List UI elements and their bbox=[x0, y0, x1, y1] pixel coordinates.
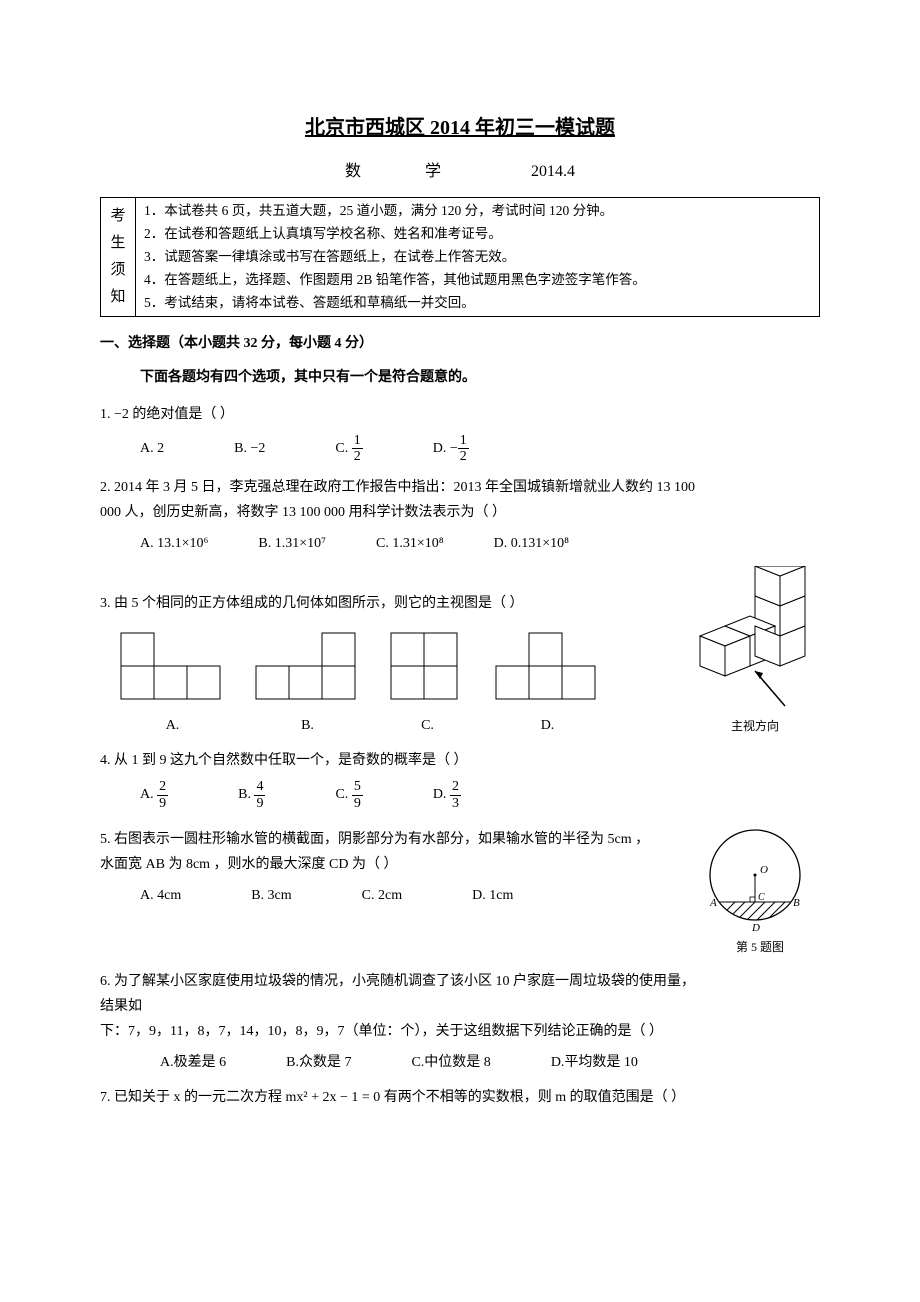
svg-text:A: A bbox=[709, 897, 717, 909]
q1-text: 1. −2 的绝对值是（ ） bbox=[100, 402, 820, 427]
cube-3d-svg bbox=[690, 566, 820, 716]
q2-opt-b: B. 1.31×10⁷ bbox=[258, 531, 326, 556]
q6: 6. 为了解某小区家庭使用垃圾袋的情况，小亮随机调查了该小区 10 户家庭一周垃… bbox=[100, 969, 820, 1076]
q3-view-label: 主视方向 bbox=[731, 716, 779, 738]
q7-text: 7. 已知关于 x 的一元二次方程 mx² + 2x − 1 = 0 有两个不相… bbox=[100, 1085, 820, 1110]
section-header: 一、选择题（本小题共 32 分，每小题 4 分） bbox=[100, 331, 820, 356]
notice-item-3: 3．试题答案一律填涂或书写在答题纸上，在试卷上作答无效。 bbox=[144, 246, 646, 269]
shape-c-svg bbox=[390, 632, 465, 707]
q1-opt-a: A. 2 bbox=[140, 436, 164, 461]
q4-opt-b: B. 49 bbox=[238, 779, 265, 811]
q6-line2: 结果如 bbox=[100, 994, 820, 1019]
notice-box: 考 生 须 知 1．本试卷共 6 页，共五道大题，25 道小题，满分 120 分… bbox=[100, 197, 820, 318]
q4-text: 4. 从 1 到 9 这九个自然数中任取一个，是奇数的概率是（ ） bbox=[100, 748, 820, 773]
q6-opt-c: C.中位数是 8 bbox=[411, 1050, 490, 1075]
q2-opt-c: C. 1.31×10⁸ bbox=[376, 531, 444, 556]
notice-content: 1．本试卷共 6 页，共五道大题，25 道小题，满分 120 分，考试时间 12… bbox=[136, 198, 654, 317]
q5-opt-c: C. 2cm bbox=[362, 883, 402, 908]
notice-label-1: 生 bbox=[110, 230, 125, 257]
q3-3d-figure: 主视方向 bbox=[690, 566, 820, 738]
q3-label-a: A. bbox=[166, 713, 180, 738]
q2: 2. 2014 年 3 月 5 日，李克强总理在政府工作报告中指出：2013 年… bbox=[100, 475, 820, 557]
q6-line3: 下：7，9，11，8，7，14，10，8，9，7（单位：个），关于这组数据下列结… bbox=[100, 1019, 820, 1044]
shape-d-svg bbox=[495, 632, 600, 707]
q5-figure: O C A B D 第 5 题图 bbox=[700, 827, 820, 959]
q4-opt-a: A. 29 bbox=[140, 779, 168, 811]
q5-circle-svg: O C A B D bbox=[700, 827, 810, 937]
q6-opt-a: A.极差是 6 bbox=[160, 1050, 226, 1075]
q2-line1: 2. 2014 年 3 月 5 日，李克强总理在政府工作报告中指出：2013 年… bbox=[100, 475, 820, 500]
q3-label-b: B. bbox=[301, 713, 314, 738]
date: 2014.4 bbox=[531, 163, 575, 180]
subtitle: 数 学 2014.4 bbox=[100, 158, 820, 187]
shape-a-svg bbox=[120, 632, 225, 707]
q5-fig-label: 第 5 题图 bbox=[700, 937, 820, 959]
q5-line2: 水面宽 AB 为 8cm ，则水的最大深度 CD 为（ ） bbox=[100, 852, 690, 877]
q3: 3. 由 5 个相同的正方体组成的几何体如图所示，则它的主视图是（ ） A. bbox=[100, 566, 820, 738]
q2-opt-a: A. 13.1×10⁶ bbox=[140, 531, 208, 556]
q3-shape-a: A. bbox=[120, 632, 225, 738]
q3-label-c: C. bbox=[421, 713, 434, 738]
q3-label-d: D. bbox=[541, 713, 555, 738]
q4-opt-c: C. 59 bbox=[335, 779, 362, 811]
q5-line1: 5. 右图表示一圆柱形输水管的横截面，阴影部分为有水部分，如果输水管的半径为 5… bbox=[100, 827, 690, 852]
q1: 1. −2 的绝对值是（ ） A. 2 B. −2 C. 12 D. −12 bbox=[100, 402, 820, 465]
q2-opt-d: D. 0.131×10⁸ bbox=[494, 531, 569, 556]
q2-line2: 000 人，创历史新高，将数字 13 100 000 用科学计数法表示为（ ） bbox=[100, 500, 820, 525]
notice-label-2: 须 bbox=[110, 257, 125, 284]
page-title: 北京市西城区 2014 年初三一模试题 bbox=[100, 110, 820, 146]
q3-text: 3. 由 5 个相同的正方体组成的几何体如图所示，则它的主视图是（ ） bbox=[100, 591, 672, 616]
svg-text:B: B bbox=[793, 897, 800, 909]
q5-opt-d: D. 1cm bbox=[472, 883, 513, 908]
q5-opt-a: A. 4cm bbox=[140, 883, 181, 908]
q1-opt-d: D. −12 bbox=[433, 433, 469, 465]
q4-opt-d: D. 23 bbox=[433, 779, 461, 811]
subject: 数 学 bbox=[345, 163, 471, 180]
q7: 7. 已知关于 x 的一元二次方程 mx² + 2x − 1 = 0 有两个不相… bbox=[100, 1085, 820, 1110]
q3-shape-b: B. bbox=[255, 632, 360, 738]
q6-opt-d: D.平均数是 10 bbox=[551, 1050, 638, 1075]
q1-opt-c: C. 12 bbox=[335, 433, 362, 465]
notice-item-2: 2．在试卷和答题纸上认真填写学校名称、姓名和准考证号。 bbox=[144, 223, 646, 246]
q6-line1: 6. 为了解某小区家庭使用垃圾袋的情况，小亮随机调查了该小区 10 户家庭一周垃… bbox=[100, 969, 820, 994]
q6-opt-b: B.众数是 7 bbox=[286, 1050, 351, 1075]
notice-label: 考 生 须 知 bbox=[101, 198, 136, 317]
notice-item-5: 5．考试结束，请将本试卷、答题纸和草稿纸一并交回。 bbox=[144, 292, 646, 315]
notice-label-3: 知 bbox=[110, 284, 125, 311]
section-sub: 下面各题均有四个选项，其中只有一个是符合题意的。 bbox=[140, 365, 820, 390]
shape-b-svg bbox=[255, 632, 360, 707]
q3-shape-d: D. bbox=[495, 632, 600, 738]
notice-item-1: 1．本试卷共 6 页，共五道大题，25 道小题，满分 120 分，考试时间 12… bbox=[144, 200, 646, 223]
q5-opt-b: B. 3cm bbox=[251, 883, 291, 908]
q5: 5. 右图表示一圆柱形输水管的横截面，阴影部分为有水部分，如果输水管的半径为 5… bbox=[100, 827, 820, 959]
svg-text:O: O bbox=[760, 864, 768, 876]
svg-text:C: C bbox=[758, 892, 765, 903]
q1-opt-b: B. −2 bbox=[234, 436, 265, 461]
notice-label-0: 考 bbox=[110, 203, 125, 230]
q3-shape-c: C. bbox=[390, 632, 465, 738]
notice-item-4: 4．在答题纸上，选择题、作图题用 2B 铅笔作答，其他试题用黑色字迹签字笔作答。 bbox=[144, 269, 646, 292]
svg-text:D: D bbox=[751, 922, 760, 934]
q4: 4. 从 1 到 9 这九个自然数中任取一个，是奇数的概率是（ ） A. 29 … bbox=[100, 748, 820, 817]
